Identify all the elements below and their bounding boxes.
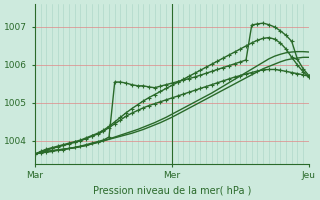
X-axis label: Pression niveau de la mer( hPa ): Pression niveau de la mer( hPa )	[92, 186, 251, 196]
